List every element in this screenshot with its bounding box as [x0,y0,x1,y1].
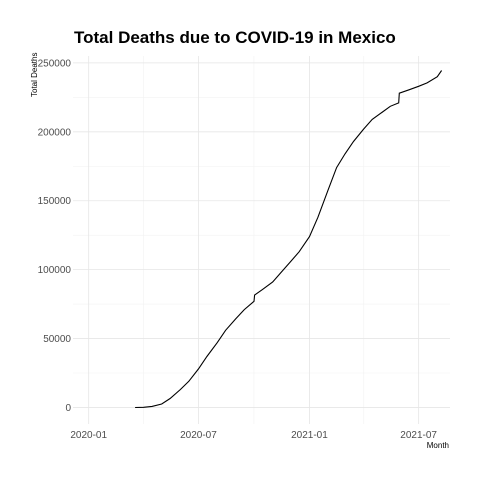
y-tick-label: 0 [65,403,71,414]
y-tick-label: 200000 [38,127,72,138]
x-tick-label: 2020-01 [70,430,107,441]
y-axis-label: Total Deaths [30,53,39,97]
x-tick-label: 2021-01 [291,430,328,441]
x-tick-label: 2020-07 [180,430,217,441]
x-tick-label: 2021-07 [400,430,437,441]
y-tick-label: 50000 [43,334,71,345]
y-tick-label: 100000 [38,265,72,276]
y-tick-label: 150000 [38,196,72,207]
series-line [135,70,443,409]
x-axis-ticks: 2020-01 2020-07 2021-01 2021-07 [70,430,437,441]
chart-title: Total Deaths due to COVID-19 in Mexico [74,28,396,47]
y-axis-ticks: 0 50000 100000 150000 200000 250000 [38,58,72,414]
gridlines [73,56,450,424]
y-tick-label: 250000 [38,58,72,69]
x-axis-label: Month [427,441,449,450]
